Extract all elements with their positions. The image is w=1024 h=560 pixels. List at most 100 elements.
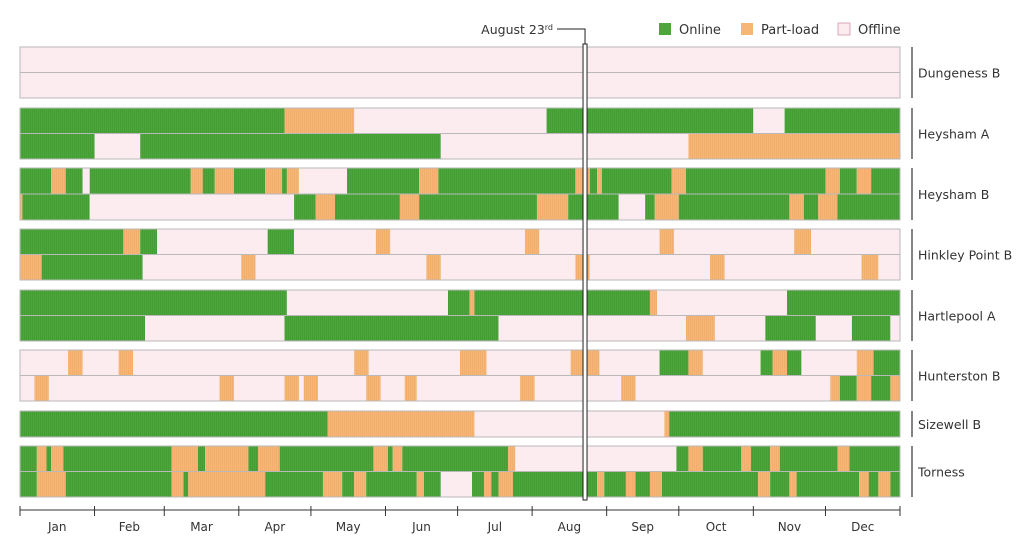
status-segment-on <box>20 471 37 497</box>
status-segment-off <box>20 47 900 73</box>
status-segment-pl <box>654 194 679 220</box>
status-segment-off <box>82 350 119 376</box>
status-segment-on <box>202 168 215 194</box>
status-segment-pl <box>36 446 47 472</box>
status-segment-off <box>618 194 646 220</box>
status-segment-off <box>133 350 355 376</box>
status-segment-on <box>65 471 172 497</box>
status-segment-pl <box>241 254 256 280</box>
status-segment-on <box>784 108 900 134</box>
status-segment-on <box>669 411 900 437</box>
status-segment-pl <box>741 446 751 472</box>
month-tick-label: Feb <box>119 520 140 534</box>
status-segment-on <box>438 168 576 194</box>
month-tick-label: Oct <box>706 520 727 534</box>
station-heysham-a: Heysham A <box>19 107 990 160</box>
status-segment-pl <box>315 194 335 220</box>
status-segment-off <box>498 315 687 341</box>
status-segment-pl <box>621 375 636 401</box>
status-segment-on <box>423 471 441 497</box>
status-segment-pl <box>856 375 872 401</box>
status-segment-pl <box>649 290 658 316</box>
status-segment-on <box>796 471 860 497</box>
status-segment-off <box>724 254 862 280</box>
station-label: Hartlepool A <box>918 309 996 324</box>
status-segment-pl <box>688 350 703 376</box>
month-tick-label: Jul <box>487 520 502 534</box>
status-segment-on <box>279 446 374 472</box>
unit-row-1 <box>20 229 900 255</box>
status-segment-off <box>48 375 220 401</box>
marker-leader <box>557 28 586 44</box>
status-segment-off <box>801 350 857 376</box>
legend-swatch-off <box>837 22 851 36</box>
status-segment-on <box>645 194 655 220</box>
status-segment-on <box>849 446 900 472</box>
status-segment-on <box>601 168 672 194</box>
status-segment-pl <box>649 471 662 497</box>
status-segment-pl <box>789 471 797 497</box>
status-segment-off <box>20 375 35 401</box>
status-segment-on <box>678 194 790 220</box>
status-segment-pl <box>354 471 367 497</box>
status-segment-on <box>546 108 754 134</box>
status-segment-off <box>635 375 831 401</box>
status-segment-pl <box>419 168 439 194</box>
station-label: Heysham A <box>918 127 990 142</box>
status-segment-pl <box>354 350 369 376</box>
status-segment-on <box>702 446 742 472</box>
status-segment-pl <box>758 471 771 497</box>
status-segment-on <box>342 471 355 497</box>
status-segment-off <box>440 133 689 159</box>
status-segment-off <box>474 411 665 437</box>
status-segment-off <box>318 375 367 401</box>
unit-row-1 <box>20 411 900 437</box>
status-segment-pl <box>375 229 391 255</box>
status-segment-pl <box>878 471 891 497</box>
status-segment-off <box>815 315 852 341</box>
status-segment-pl <box>460 350 487 376</box>
status-segment-off <box>440 254 576 280</box>
status-segment-pl <box>597 168 602 194</box>
unit-row-2 <box>20 72 900 98</box>
status-segment-off <box>657 290 787 316</box>
status-segment-on <box>589 168 598 194</box>
month-tick-label: Nov <box>778 520 801 534</box>
status-segment-on <box>334 194 400 220</box>
status-segment-on <box>871 375 891 401</box>
status-segment-off <box>233 375 285 401</box>
month-tick-label: Sep <box>631 520 654 534</box>
status-segment-off <box>534 375 622 401</box>
status-segment-pl <box>219 375 234 401</box>
status-segment-on <box>779 446 838 472</box>
month-tick-label: Aug <box>558 520 581 534</box>
status-segment-on <box>284 315 499 341</box>
station-hunterston-b: Hunterston B <box>19 349 1001 402</box>
status-segment-off <box>811 229 900 255</box>
status-segment-on <box>750 446 771 472</box>
status-segment-pl <box>214 168 234 194</box>
status-segment-off <box>354 108 547 134</box>
status-segment-pl <box>322 471 343 497</box>
station-label: Dungeness B <box>918 66 1000 81</box>
status-segment-pl <box>772 350 787 376</box>
status-segment-off <box>539 229 660 255</box>
unit-row-2 <box>20 471 900 497</box>
status-segment-pl <box>366 375 381 401</box>
station-dungeness-b: Dungeness B <box>19 46 1000 99</box>
unit-row-1 <box>20 47 900 73</box>
unit-row-2 <box>20 315 900 341</box>
status-segment-on <box>233 168 266 194</box>
status-segment-off <box>416 375 521 401</box>
status-segment-on <box>472 471 485 497</box>
status-segment-pl <box>625 471 636 497</box>
status-segment-on <box>282 168 287 194</box>
unit-row-1 <box>20 108 900 134</box>
status-segment-on <box>873 350 900 376</box>
status-segment-on <box>294 194 316 220</box>
status-segment-pl <box>392 446 403 472</box>
status-segment-pl <box>830 375 840 401</box>
status-segment-off <box>20 350 69 376</box>
status-segment-on <box>661 471 759 497</box>
